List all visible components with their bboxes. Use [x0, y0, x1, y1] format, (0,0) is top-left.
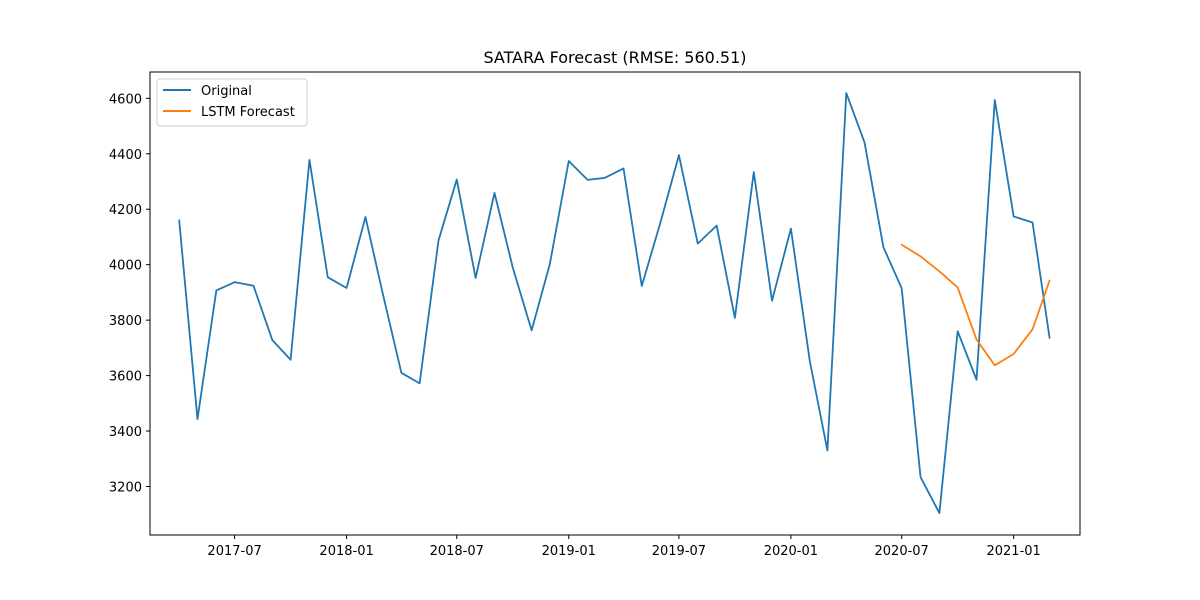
y-axis: 3200 3400 3600 3800 4000 4200 4400 4600: [109, 92, 150, 495]
x-tick-label: 2020-07: [875, 544, 929, 559]
lines-layer: [178, 92, 1051, 514]
y-tick-label: 3600: [109, 370, 142, 385]
x-tick-label: 2018-01: [319, 544, 373, 559]
x-tick-label: 2020-01: [764, 544, 818, 559]
legend-box: [156, 78, 308, 127]
y-tick-label: 3200: [109, 480, 142, 495]
y-tick-label: 4400: [109, 148, 142, 163]
legend: Original LSTM Forecast: [156, 78, 308, 127]
y-tick-label: 4200: [109, 203, 142, 218]
y-tick-label: 3800: [109, 314, 142, 329]
x-axis: 2017-07 2018-01 2018-07 2019-01 2019-07 2020-…: [207, 535, 1041, 559]
plot-frame: [149, 71, 1081, 536]
chart-title: SATARA Forecast (RMSE: 560.51): [483, 48, 746, 67]
series-line-original: [178, 92, 1051, 514]
y-tick-label: 4000: [109, 259, 142, 274]
series-line-lstm-forecast: [900, 243, 1051, 367]
x-tick-label: 2019-07: [652, 544, 706, 559]
x-tick-label: 2019-01: [542, 544, 596, 559]
y-tick-label: 3400: [109, 425, 142, 440]
legend-label-lstm-forecast: LSTM Forecast: [201, 105, 295, 120]
y-tick-label: 4600: [109, 92, 142, 107]
x-tick-label: 2017-07: [207, 544, 261, 559]
x-tick-label: 2018-07: [430, 544, 484, 559]
x-tick-label: 2021-01: [986, 544, 1040, 559]
legend-label-original: Original: [201, 84, 252, 99]
